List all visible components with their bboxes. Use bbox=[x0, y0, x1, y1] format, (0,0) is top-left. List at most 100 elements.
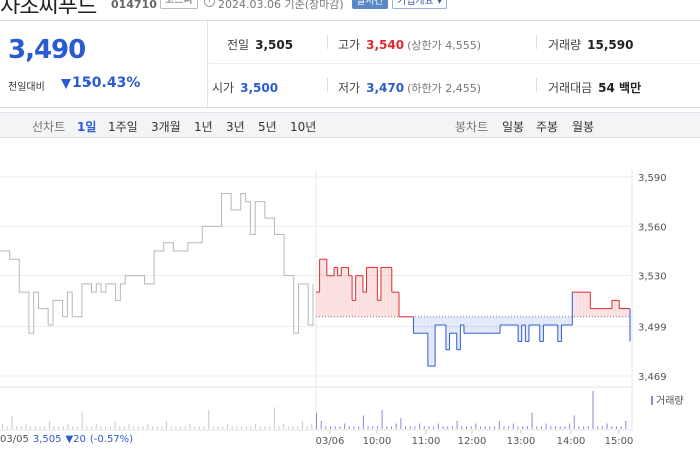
prev-day-line bbox=[0, 192, 314, 334]
area-fill bbox=[568, 316, 573, 326]
volume-bar bbox=[287, 426, 289, 429]
volume-bar bbox=[128, 423, 130, 429]
area-fill bbox=[583, 292, 587, 317]
change-value: 15 bbox=[72, 75, 92, 91]
area-fill bbox=[341, 267, 346, 317]
area-fill bbox=[326, 275, 331, 317]
stat-high: 고가 3,540 (상한가 4,555) bbox=[338, 36, 481, 53]
candle-weekly[interactable]: 주봉 bbox=[536, 120, 559, 134]
volume-bar bbox=[372, 426, 374, 429]
market-badge: 코스피 bbox=[160, 0, 198, 9]
volume-bar bbox=[419, 423, 421, 429]
divider bbox=[536, 35, 537, 49]
volume-bar bbox=[283, 423, 285, 429]
area-fill bbox=[550, 316, 555, 326]
x-tick-label: 14:00 bbox=[557, 436, 586, 447]
area-fill bbox=[518, 316, 523, 342]
volume-bar bbox=[611, 426, 613, 429]
period-3y[interactable]: 3년 bbox=[226, 120, 245, 134]
volume-bar bbox=[437, 423, 439, 429]
volume-bar bbox=[555, 426, 557, 429]
period-10y[interactable]: 10년 bbox=[290, 120, 317, 134]
volume-bar bbox=[573, 415, 575, 429]
volume-bar bbox=[109, 426, 111, 429]
area-fill bbox=[362, 292, 367, 317]
volume-bar bbox=[34, 426, 36, 429]
volume-bar bbox=[273, 407, 275, 429]
volume-bar bbox=[151, 426, 153, 429]
volume-bar bbox=[526, 426, 528, 429]
volume-bar bbox=[545, 423, 547, 429]
volume-bar bbox=[536, 426, 538, 429]
area-fill bbox=[323, 259, 328, 317]
area-fill bbox=[593, 308, 598, 317]
volume-bar bbox=[241, 426, 243, 429]
volume-bar bbox=[20, 426, 22, 429]
area-fill bbox=[453, 316, 458, 334]
area-fill bbox=[496, 316, 501, 334]
volume-bar bbox=[203, 426, 205, 429]
area-fill bbox=[478, 316, 483, 334]
volume-bar bbox=[569, 423, 571, 429]
volume-bar bbox=[325, 426, 327, 429]
area-fill bbox=[579, 292, 584, 317]
volume-bar bbox=[592, 391, 594, 429]
volume-bar bbox=[367, 426, 369, 429]
area-fill bbox=[474, 316, 479, 334]
volume-bar bbox=[386, 426, 388, 429]
area-fill bbox=[561, 316, 566, 326]
candle-monthly[interactable]: 월봉 bbox=[572, 120, 595, 134]
stat-amount: 거래대금 54 백만 bbox=[548, 79, 641, 96]
volume-bar bbox=[16, 426, 18, 429]
period-3m[interactable]: 3개월 bbox=[151, 120, 181, 134]
period-1w[interactable]: 1주일 bbox=[108, 120, 138, 134]
prev-day-rate: (-0.57%) bbox=[89, 434, 134, 445]
area-fill bbox=[344, 267, 349, 317]
area-fill bbox=[601, 308, 606, 317]
area-fill bbox=[575, 292, 580, 317]
volume-bar bbox=[381, 410, 383, 429]
volume-bar bbox=[508, 426, 510, 429]
volume-bar bbox=[48, 420, 50, 429]
volume-bar bbox=[587, 426, 589, 429]
stat-value: 15,590 bbox=[587, 38, 634, 52]
area-fill bbox=[619, 308, 624, 317]
candle-daily[interactable]: 일봉 bbox=[502, 120, 525, 134]
volume-bar bbox=[433, 426, 435, 429]
area-fill bbox=[514, 316, 519, 326]
volume-bar bbox=[423, 426, 425, 429]
area-fill bbox=[590, 308, 595, 317]
stat-value: 54 백만 bbox=[598, 81, 642, 95]
prev-day-price: 3,505 bbox=[32, 434, 62, 445]
period-1d[interactable]: 1일 bbox=[77, 120, 97, 134]
stat-label: 거래량 bbox=[548, 38, 582, 52]
period-5y[interactable]: 5년 bbox=[258, 120, 277, 134]
volume-bar bbox=[320, 420, 322, 429]
company-overview-button[interactable]: 기업개요 ▾ bbox=[392, 0, 447, 9]
area-fill bbox=[565, 316, 569, 326]
volume-bar bbox=[91, 426, 93, 429]
stock-name: 사조씨푸드 bbox=[0, 0, 97, 14]
volume-bar bbox=[512, 423, 514, 429]
y-tick-label: 3,590 bbox=[638, 173, 667, 184]
volume-bar bbox=[72, 426, 74, 429]
stats-row: 전일 3,505 고가 3,540 (상한가 4,555) 거래량 15,590 bbox=[209, 21, 700, 64]
stock-header: 사조씨푸드 014710 코스피 2024.03.06 기준(장마감) 실시간 … bbox=[0, 0, 700, 14]
area-fill bbox=[554, 316, 559, 326]
area-fill bbox=[626, 308, 631, 317]
volume-bar bbox=[62, 426, 64, 429]
volume-bar bbox=[255, 423, 257, 429]
area-fill bbox=[485, 316, 490, 334]
period-1y[interactable]: 1년 bbox=[194, 120, 213, 134]
y-tick-label: 3,499 bbox=[638, 323, 667, 334]
volume-bar bbox=[428, 426, 430, 429]
volume-bar bbox=[583, 426, 585, 429]
area-fill bbox=[467, 316, 472, 334]
area-fill bbox=[348, 275, 353, 317]
volume-bar bbox=[540, 426, 542, 429]
area-fill bbox=[355, 275, 360, 317]
x-tick-label: 12:00 bbox=[458, 436, 487, 447]
realtime-button[interactable]: 실시간 bbox=[352, 0, 388, 9]
volume-bar bbox=[494, 426, 496, 429]
area-fill bbox=[420, 316, 425, 334]
